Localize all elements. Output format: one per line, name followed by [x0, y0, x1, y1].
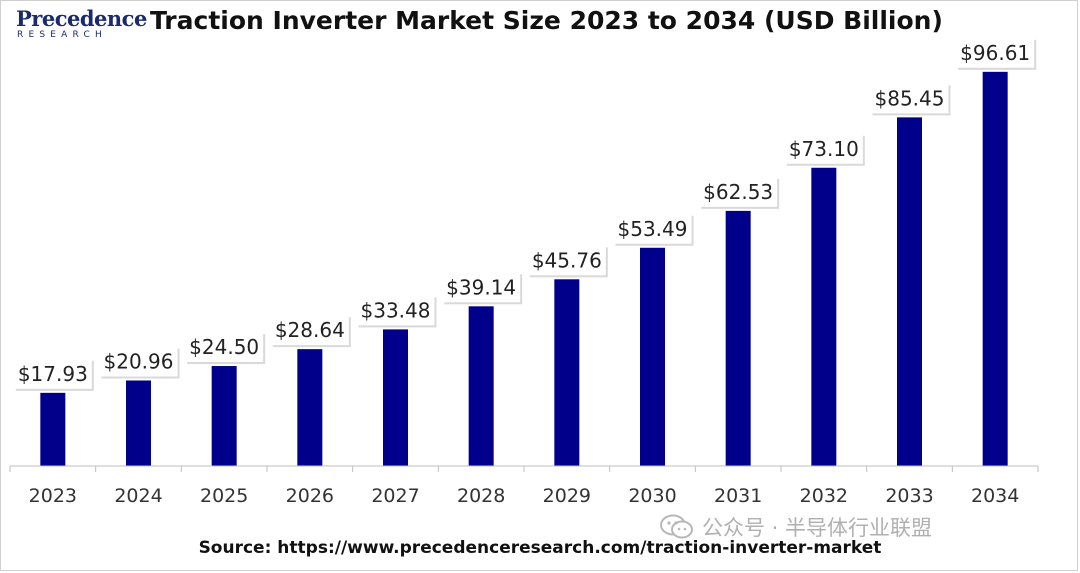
value-label-2029: $45.76 [527, 245, 608, 278]
value-label-2028: $39.14 [442, 272, 523, 305]
x-tick-label-2026: 2026 [286, 485, 334, 507]
svg-text:$39.14: $39.14 [446, 275, 516, 299]
value-label-2025: $24.50 [185, 332, 266, 365]
value-label-2034: $96.61 [956, 37, 1037, 70]
logo-wordmark: Precedence [16, 6, 147, 31]
source-note: Source: https://www.precedenceresearch.c… [198, 538, 882, 558]
bar-2026 [297, 349, 323, 466]
value-label-2032: $73.10 [784, 133, 865, 166]
svg-text:$53.49: $53.49 [618, 217, 688, 241]
svg-text:$45.76: $45.76 [532, 248, 602, 272]
bar-2030 [640, 247, 665, 466]
value-label-2026: $28.64 [270, 315, 351, 348]
x-tick-label-2031: 2031 [714, 485, 762, 507]
svg-text:$73.10: $73.10 [789, 137, 859, 161]
x-tick-label-2025: 2025 [200, 485, 248, 507]
x-tick-label-2032: 2032 [800, 485, 848, 507]
wechat-watermark: 公众号 · 半导体行业联盟 [660, 510, 932, 544]
bar-2024 [126, 380, 151, 466]
value-label-2033: $85.45 [870, 83, 951, 116]
svg-text:$62.53: $62.53 [703, 180, 773, 204]
bar-2025 [211, 366, 237, 466]
value-label-2031: $62.53 [699, 176, 780, 209]
bars-group [40, 71, 1008, 466]
x-tick-label-2033: 2033 [885, 485, 933, 507]
bar-2033 [897, 117, 922, 466]
x-tick-label-2034: 2034 [971, 485, 1019, 507]
x-tick-label-2029: 2029 [543, 485, 591, 507]
bar-2029 [554, 279, 580, 466]
precedence-research-logo: Precedence RESEARCH [14, 6, 147, 42]
wechat-icon [660, 514, 694, 540]
watermark-text: 公众号 · 半导体行业联盟 [702, 516, 933, 540]
x-tick-label-2023: 2023 [29, 485, 77, 507]
x-tick-label-2028: 2028 [457, 485, 505, 507]
value-label-2024: $20.96 [99, 346, 180, 379]
value-label-2030: $53.49 [613, 213, 694, 246]
x-tick-label-2030: 2030 [628, 485, 676, 507]
svg-text:$85.45: $85.45 [875, 86, 945, 110]
svg-text:$96.61: $96.61 [960, 41, 1030, 65]
bar-2027 [383, 329, 408, 466]
svg-text:$24.50: $24.50 [189, 335, 259, 359]
value-label-2023: $17.93 [13, 358, 94, 391]
value-label-2027: $33.48 [356, 295, 437, 328]
value-labels-group: $17.93 $20.96 $24.50 $28.64 $33.48 $39.14 $45.… [13, 37, 1037, 391]
bar-2031 [725, 210, 751, 466]
svg-text:$20.96: $20.96 [104, 349, 174, 373]
bar-2034 [982, 71, 1008, 466]
logo-subtitle: RESEARCH [17, 30, 107, 40]
bar-2023 [40, 392, 66, 466]
chart-title: Traction Inverter Market Size 2023 to 20… [150, 6, 943, 35]
svg-text:$28.64: $28.64 [275, 318, 345, 342]
x-tick-label-2027: 2027 [371, 485, 419, 507]
svg-text:$17.93: $17.93 [18, 362, 88, 386]
bar-2032 [811, 167, 837, 466]
x-axis: 2023 2024 2025 2026 2027 2028 2029 2030 2031 2032… [9, 465, 1039, 507]
svg-text:$33.48: $33.48 [361, 298, 431, 322]
x-tick-label-2024: 2024 [114, 485, 162, 507]
bar-2028 [468, 306, 494, 466]
